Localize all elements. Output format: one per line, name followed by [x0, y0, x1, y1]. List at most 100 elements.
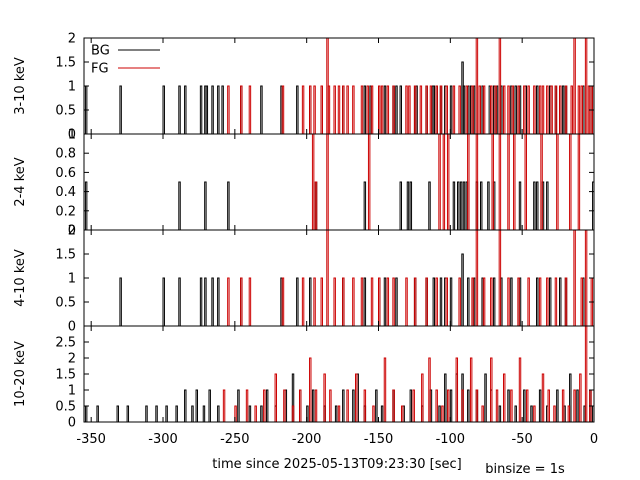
bin-fg [469, 357, 473, 422]
panel-4: 00.511.522.5 10-20 keV [13, 325, 595, 431]
bin-fg [227, 277, 230, 326]
bin-fg [439, 85, 443, 134]
bin-fg [337, 85, 341, 134]
bin-fg [346, 389, 349, 422]
bin-bg [467, 389, 470, 422]
bin-fg [392, 277, 395, 326]
y-tick-label: 1.5 [55, 248, 76, 263]
bin-bg [383, 85, 387, 134]
bin-fg [400, 405, 404, 422]
bin-bg [459, 181, 463, 230]
bin-fg [554, 85, 558, 134]
series-bg [84, 373, 595, 422]
bin-fg [222, 389, 226, 422]
y-axis-label: 4-10 keV [13, 249, 28, 307]
bin-fg [527, 277, 530, 326]
bin-bg [514, 405, 517, 422]
y-tick-label: 2 [68, 32, 76, 47]
bin-bg [175, 405, 178, 422]
bin-bg [352, 389, 355, 422]
bin-fg [240, 85, 243, 134]
bin-fg [419, 85, 423, 134]
bin-fg [541, 85, 545, 134]
bin-bg [96, 405, 99, 422]
bin-fg [337, 405, 341, 422]
bin-fg [363, 389, 367, 422]
bin-fg [507, 85, 510, 134]
bin-bg [375, 389, 378, 422]
bin-fg [547, 389, 550, 422]
y-axis-label: 10-20 keV [13, 341, 28, 407]
bin-bg [204, 181, 207, 230]
bin-fg [511, 85, 515, 134]
bin-bg [409, 389, 413, 422]
bin-fg [298, 389, 302, 422]
bin-fg [465, 85, 469, 134]
bin-fg [283, 389, 286, 422]
bin-bg [211, 85, 214, 134]
bin-bg [452, 181, 456, 230]
bin-fg [313, 277, 316, 326]
bin-bg [428, 181, 431, 230]
bin-bg [199, 85, 203, 134]
bin-fg [475, 389, 479, 422]
bin-fg [309, 85, 312, 134]
bin-fg [517, 85, 520, 134]
bin-bg [208, 389, 211, 422]
y-tick-label: 2.5 [55, 336, 76, 351]
bin-fg [408, 85, 411, 134]
bin-fg [327, 85, 331, 134]
bin-fg [546, 277, 549, 326]
bin-fg [579, 373, 582, 422]
bin-bg [116, 405, 119, 422]
bin-fg [507, 277, 510, 326]
y-tick-label: 0.6 [55, 166, 76, 181]
bin-fg [478, 85, 482, 134]
bin-fg [383, 357, 387, 422]
bin-fg [435, 85, 438, 134]
bin-fg [314, 389, 318, 422]
bin-fg [378, 277, 381, 326]
bin-bg [399, 181, 402, 230]
bin-fg [240, 277, 243, 326]
bin-fg [481, 405, 484, 422]
bin-bg [462, 181, 466, 230]
bin-bg [119, 277, 122, 326]
bin-fg [458, 277, 461, 326]
bin-fg [281, 85, 285, 134]
bin-bg [145, 405, 148, 422]
y-tick-label: 1 [68, 128, 76, 143]
x-tick-label: -250 [220, 432, 250, 447]
bin-bg [432, 85, 436, 134]
y-tick-label: 1.5 [55, 368, 76, 383]
y-tick-label: 1 [68, 272, 76, 287]
bin-fg [352, 85, 355, 134]
y-tick-label: 0.5 [55, 104, 76, 119]
bin-bg [195, 389, 198, 422]
bin-fg [490, 357, 493, 422]
bin-bg [217, 405, 220, 422]
bin-bg [380, 405, 384, 422]
y-tick-label: 0.5 [55, 400, 76, 415]
bin-bg [395, 85, 398, 134]
bin-bg [536, 85, 539, 134]
bin-bg [119, 85, 122, 134]
bin-fg [471, 277, 474, 326]
y-axis-label: 2-4 keV [13, 157, 28, 206]
bin-fg [342, 277, 345, 326]
bin-bg [498, 405, 502, 422]
bin-bg [439, 277, 443, 326]
bin-fg [346, 85, 349, 134]
bin-fg [527, 85, 530, 134]
bin-fg [313, 85, 316, 134]
bin-bg [217, 85, 220, 134]
bin-fg [245, 389, 249, 422]
y-tick-label: 2 [68, 224, 76, 239]
bin-fg [490, 277, 493, 326]
bin-fg [372, 405, 375, 422]
panel-3: 0 0.5 1 1.5 2 4-10 keV [13, 224, 595, 335]
bin-bg [211, 277, 214, 326]
bin-fg [329, 389, 332, 422]
bin-fg [254, 405, 257, 422]
bin-fg [227, 85, 230, 134]
